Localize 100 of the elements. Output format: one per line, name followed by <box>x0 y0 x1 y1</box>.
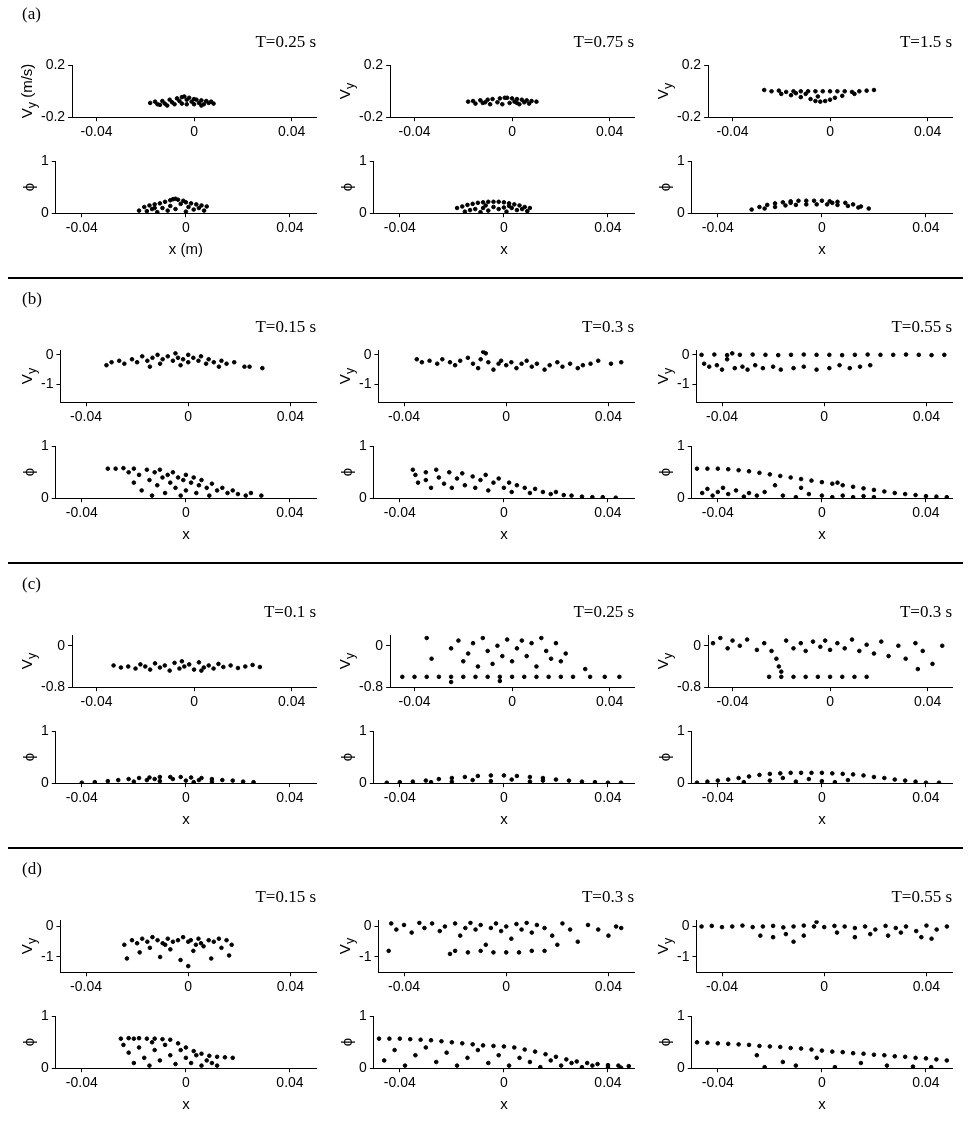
x-axis-title: x <box>818 810 826 827</box>
y-tick-label: 1 <box>358 152 367 169</box>
y-tick-label: 0 <box>358 774 367 791</box>
chart-title: T=1.5 s <box>899 32 952 52</box>
x-tick-label: 0 <box>508 693 517 710</box>
x-tick-label: 0.04 <box>912 789 940 806</box>
y-tick-label: 0.2 <box>45 56 66 73</box>
x-tick-label: 0.04 <box>912 408 941 425</box>
x-tick-label: 0 <box>820 978 829 995</box>
x-tick-label: -0.04 <box>398 693 431 710</box>
x-tick-label: 0.04 <box>913 693 942 710</box>
y-tick-label: -1 <box>41 947 54 964</box>
x-tick-label: -0.04 <box>701 219 734 236</box>
y-tick-label: 1 <box>358 437 367 454</box>
x-axis-title: x <box>182 525 190 542</box>
x-tick-label: 0 <box>190 123 199 140</box>
y-tick-label: -0.8 <box>41 678 66 695</box>
y-tick-label: 0 <box>693 636 702 653</box>
y-tick-label: 0 <box>57 636 66 653</box>
x-tick-label: 0.04 <box>595 123 624 140</box>
y-tick-label: 0 <box>676 489 685 506</box>
x-tick-label: 0.04 <box>594 1074 622 1091</box>
y-tick-label: -0.8 <box>677 678 702 695</box>
x-tick-label: 0.04 <box>912 978 941 995</box>
x-tick-label: 0.04 <box>594 219 622 236</box>
y-tick-label: 1 <box>40 152 49 169</box>
y-tick-label: 1 <box>676 1007 685 1024</box>
x-tick-label: -0.04 <box>383 1074 416 1091</box>
chart-title: T=0.75 s <box>573 32 634 52</box>
x-tick-label: -0.04 <box>388 408 421 425</box>
x-tick-label: -0.04 <box>70 978 103 995</box>
x-tick-label: -0.04 <box>388 978 421 995</box>
y-tick-label: 0 <box>40 774 49 791</box>
y-tick-label: 1 <box>676 437 685 454</box>
chart-title: T=0.25 s <box>255 32 316 52</box>
y-tick-label: 0 <box>363 917 372 934</box>
y-tick-label: 0 <box>45 345 54 362</box>
y-tick-label: 0.2 <box>363 56 384 73</box>
x-tick-label: 0.04 <box>912 219 940 236</box>
y-axis-title: ϕ <box>337 1038 355 1047</box>
x-tick-label: 0 <box>820 408 829 425</box>
y-tick-label: 0 <box>358 1059 367 1076</box>
y-tick-label: -1 <box>359 375 372 392</box>
x-tick-label: 0 <box>817 1074 826 1091</box>
y-tick-label: 1 <box>676 152 685 169</box>
x-tick-label: 0 <box>181 504 190 521</box>
x-tick-label: -0.04 <box>706 978 739 995</box>
y-tick-label: 1 <box>40 1007 49 1024</box>
x-tick-label: 0.04 <box>276 978 305 995</box>
y-tick-label: 0 <box>681 345 690 362</box>
y-tick-label: 1 <box>40 437 49 454</box>
y-tick-label: 0 <box>40 204 49 221</box>
y-axis-title: ϕ <box>337 183 355 192</box>
y-tick-label: -0.2 <box>41 108 66 125</box>
y-tick-label: 0 <box>681 917 690 934</box>
x-axis-title: x <box>182 1095 190 1112</box>
x-tick-label: 0 <box>508 123 517 140</box>
x-tick-label: 0 <box>184 408 193 425</box>
x-tick-label: -0.04 <box>716 693 749 710</box>
text: (b) <box>22 289 42 309</box>
x-tick-label: 0 <box>181 1074 190 1091</box>
x-tick-label: 0 <box>184 978 193 995</box>
y-axis-title: ϕ <box>19 1038 37 1047</box>
y-tick-label: 0.2 <box>681 56 702 73</box>
y-axis-title: ϕ <box>655 1038 673 1047</box>
y-tick-label: 1 <box>40 722 49 739</box>
x-tick-label: 0.04 <box>276 789 304 806</box>
x-tick-label: 0 <box>190 693 199 710</box>
x-tick-label: 0 <box>817 789 826 806</box>
y-tick-label: -0.8 <box>359 678 384 695</box>
x-tick-label: 0 <box>181 789 190 806</box>
y-axis-title: ϕ <box>655 468 673 477</box>
text: (c) <box>22 574 41 594</box>
chart-title: T=0.15 s <box>255 887 316 907</box>
x-tick-label: 0.04 <box>912 1074 940 1091</box>
x-tick-label: -0.04 <box>65 219 98 236</box>
y-tick-label: 0 <box>45 917 54 934</box>
x-tick-label: -0.04 <box>701 789 734 806</box>
x-tick-label: 0 <box>817 504 826 521</box>
x-tick-label: 0.04 <box>277 123 306 140</box>
chart-title: T=0.3 s <box>581 317 634 337</box>
x-tick-label: -0.04 <box>70 408 103 425</box>
x-axis-title: x <box>500 525 508 542</box>
x-tick-label: 0.04 <box>594 504 622 521</box>
x-tick-label: -0.04 <box>65 789 98 806</box>
x-tick-label: 0.04 <box>594 978 623 995</box>
x-tick-label: 0.04 <box>912 504 940 521</box>
x-tick-label: 0 <box>826 693 835 710</box>
y-tick-label: -1 <box>41 375 54 392</box>
x-tick-label: 0 <box>817 219 826 236</box>
y-tick-label: 1 <box>676 722 685 739</box>
y-axis-title: ϕ <box>19 468 37 477</box>
y-axis-title: ϕ <box>19 183 37 192</box>
x-axis-title: x (m) <box>168 240 203 257</box>
chart-title: T=0.3 s <box>581 887 634 907</box>
x-tick-label: -0.04 <box>65 504 98 521</box>
x-tick-label: -0.04 <box>80 693 113 710</box>
x-tick-label: -0.04 <box>383 789 416 806</box>
x-tick-label: 0.04 <box>276 1074 304 1091</box>
x-axis-title: x <box>818 525 826 542</box>
